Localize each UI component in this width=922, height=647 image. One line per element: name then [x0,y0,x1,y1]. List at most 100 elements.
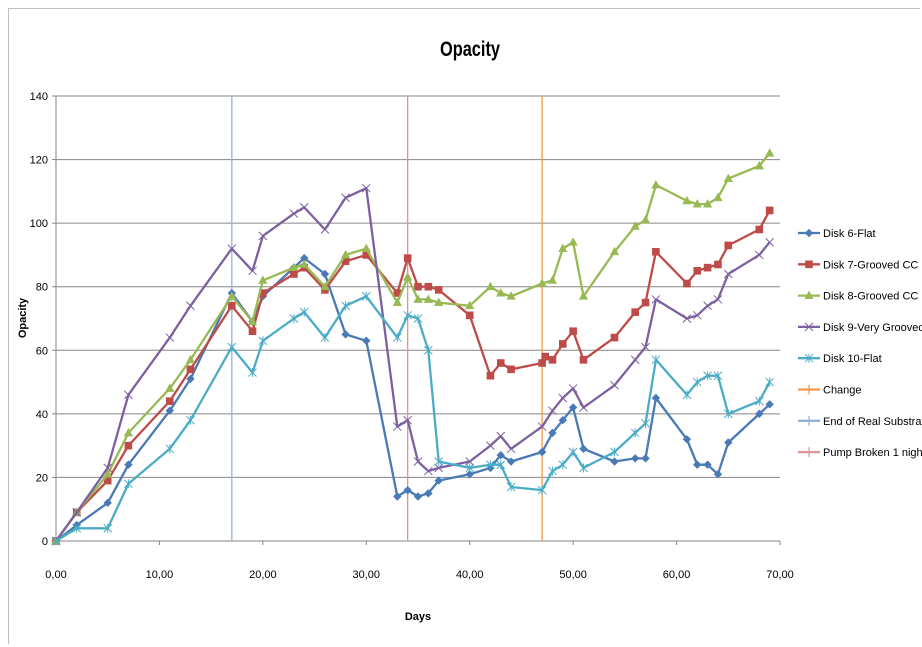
data-point-disk-6-flat [341,330,350,339]
data-point-disk-10-flat [124,479,133,489]
legend-marker-disk-9-very-grooved-webbed [804,322,814,332]
data-point-disk-10-flat [465,463,475,473]
data-point-disk-6-flat [713,470,723,479]
data-point-disk-10-flat [486,460,495,470]
x-tick-label: 20,00 [249,569,277,581]
data-point-disk-9-very-grooved-webbed [124,390,133,400]
data-point-disk-7-grooved-cc [538,359,546,367]
data-point-disk-6-flat [165,406,174,415]
data-point-disk-7-grooved-cc [165,397,174,405]
data-point-disk-10-flat [392,333,402,343]
data-point-disk-7-grooved-cc [496,359,505,367]
data-point-disk-10-flat [165,444,175,454]
data-point-disk-7-grooved-cc [652,247,660,256]
data-point-disk-6-flat [320,269,330,279]
data-point-disk-9-very-grooved-webbed [496,431,506,441]
data-point-disk-7-grooved-cc [693,267,702,275]
data-point-disk-6-flat [434,476,443,485]
data-point-disk-7-grooved-cc [765,206,774,215]
data-point-disk-8-grooved-cc [361,243,371,252]
data-point-disk-8-grooved-cc [547,275,558,284]
x-tick-label: 40,00 [456,569,484,581]
data-point-disk-6-flat [579,444,588,454]
plot-area: 0 20 40 60 80 100 120 140 0,00 10,00 20,00 30,00 40,… [30,91,794,581]
data-point-disk-8-grooved-cc [227,291,237,300]
series-line-disk-7-grooved-cc [55,209,771,542]
legend-label-disk-9-very-grooved-webbed: Disk 9-Very Grooved Webbed [823,322,922,334]
legend-marker-disk-8-grooved-cc [804,290,814,299]
data-point-disk-8-grooved-cc [682,195,692,205]
data-point-disk-10-flat [692,377,702,387]
legend-marker-pump-broken-1-night [804,447,814,458]
data-point-disk-6-flat [755,409,764,419]
data-point-disk-10-flat [537,485,547,495]
y-tick-label: 0 [42,536,48,548]
legend-marker-disk-6-flat [804,228,814,238]
data-point-disk-6-flat [413,492,423,501]
data-point-disk-9-very-grooved-webbed [630,355,640,365]
data-point-disk-7-grooved-cc [703,263,712,272]
data-point-disk-6-flat [465,470,474,479]
data-point-disk-9-very-grooved-webbed [548,406,557,416]
data-point-disk-8-grooved-cc [506,291,516,300]
data-point-disk-10-flat [361,291,371,301]
data-point-disk-6-flat [393,492,402,501]
data-point-disk-8-grooved-cc [289,262,299,272]
data-point-disk-9-very-grooved-webbed [641,342,650,352]
data-point-disk-8-grooved-cc [713,192,723,202]
data-point-disk-10-flat [299,307,309,317]
data-point-disk-7-grooved-cc [610,333,619,342]
data-point-disk-7-grooved-cc [362,251,371,259]
data-point-disk-6-flat [496,450,505,460]
y-tick-label: 80 [36,282,48,294]
data-point-disk-7-grooved-cc [259,289,267,297]
data-point-disk-10-flat [703,371,712,381]
legend-label-disk-6-flat: Disk 6-Flat [823,228,876,240]
data-point-disk-7-grooved-cc [424,282,433,291]
data-point-disk-10-flat [186,415,195,425]
data-point-disk-8-grooved-cc [465,300,475,310]
data-point-disk-7-grooved-cc [393,289,402,297]
data-point-disk-7-grooved-cc [641,298,650,307]
data-point-disk-6-flat [362,336,371,345]
data-point-disk-6-flat [124,460,133,469]
data-point-disk-6-flat [682,435,692,444]
y-tick-label: 60 [36,345,48,357]
legend-label-pump-broken-1-night: Pump Broken 1 night [823,447,922,459]
data-point-disk-10-flat [579,463,588,473]
data-point-disk-6-flat [558,416,567,425]
data-point-disk-8-grooved-cc [630,221,640,230]
data-point-disk-10-flat [682,390,692,400]
data-point-disk-10-flat [413,314,423,323]
data-point-disk-6-flat [403,485,412,495]
data-point-disk-7-grooved-cc [559,340,567,348]
data-point-disk-8-grooved-cc [765,148,775,157]
data-point-disk-10-flat [558,460,568,470]
chart-frame [8,8,920,644]
data-point-disk-8-grooved-cc [123,427,133,437]
data-point-disk-9-very-grooved-webbed [227,244,237,253]
y-tick-label: 120 [30,155,48,167]
data-point-disk-9-very-grooved-webbed [610,380,619,390]
data-point-disk-10-flat [630,428,640,438]
data-point-disk-6-flat [103,498,112,508]
data-point-disk-10-flat [248,368,257,378]
x-tick-label: 60,00 [663,569,691,581]
data-point-disk-6-flat [641,454,650,463]
data-point-disk-10-flat [713,371,723,381]
legend-marker-disk-10-flat [804,353,814,363]
data-point-disk-9-very-grooved-webbed [465,457,475,466]
data-point-disk-9-very-grooved-webbed [248,266,257,276]
y-tick-label: 20 [36,472,48,484]
data-point-disk-7-grooved-cc [124,441,133,450]
data-point-disk-9-very-grooved-webbed [537,422,547,431]
data-point-disk-9-very-grooved-webbed [434,463,444,473]
data-point-disk-10-flat [51,536,61,546]
data-point-disk-7-grooved-cc [103,476,112,485]
series-line-disk-6-flat [55,256,771,542]
data-point-disk-8-grooved-cc [341,249,351,259]
data-point-disk-7-grooved-cc [186,365,195,374]
data-point-disk-9-very-grooved-webbed [289,209,299,218]
data-point-disk-7-grooved-cc [683,279,691,288]
data-point-disk-9-very-grooved-webbed [651,295,661,304]
